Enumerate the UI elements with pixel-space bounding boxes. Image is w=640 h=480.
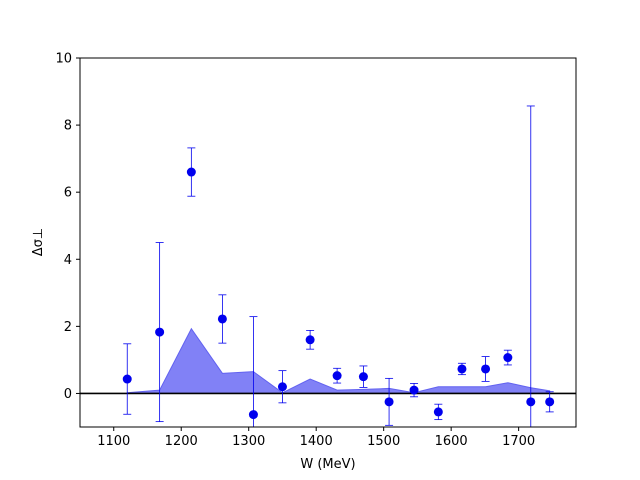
- y-tick-label: 10: [55, 52, 72, 67]
- y-tick-label: 0: [64, 387, 72, 402]
- x-tick-label: 1200: [165, 434, 198, 449]
- data-point: [277, 382, 287, 392]
- y-tick-label: 6: [64, 186, 72, 201]
- y-tick-label: 2: [64, 320, 72, 335]
- plot-frame: [79, 57, 577, 428]
- data-point: [358, 372, 368, 382]
- x-tick-label: 1400: [300, 434, 333, 449]
- data-point: [217, 314, 227, 324]
- data-point: [384, 397, 394, 407]
- data-point: [503, 353, 513, 363]
- plot-area: [80, 105, 576, 427]
- y-tick-label: 8: [64, 119, 72, 134]
- data-point: [122, 374, 132, 384]
- data-point: [526, 397, 536, 407]
- x-tick-label: 1100: [97, 434, 130, 449]
- data-point: [481, 364, 491, 374]
- x-tick-label: 1300: [232, 434, 265, 449]
- data-point: [332, 371, 342, 381]
- y-axis-label: Δσ⊥: [31, 228, 46, 256]
- y-tick-label: 4: [64, 253, 72, 268]
- data-point: [155, 327, 165, 337]
- data-point: [545, 397, 555, 407]
- x-tick-label: 1500: [367, 434, 400, 449]
- data-point: [433, 407, 443, 417]
- data-point: [409, 385, 419, 395]
- axis-ticks: 1100 1200 1300 1400 1500 1600 1700 0 2 4 6 8 10: [55, 52, 535, 450]
- data-point: [248, 410, 258, 420]
- systematic-band: [126, 327, 551, 394]
- data-point: [305, 335, 315, 345]
- x-tick-label: 1600: [435, 434, 468, 449]
- data-point: [186, 167, 196, 177]
- data-point: [457, 364, 467, 374]
- x-tick-label: 1700: [502, 434, 535, 449]
- x-axis-label: W (MeV): [300, 457, 355, 472]
